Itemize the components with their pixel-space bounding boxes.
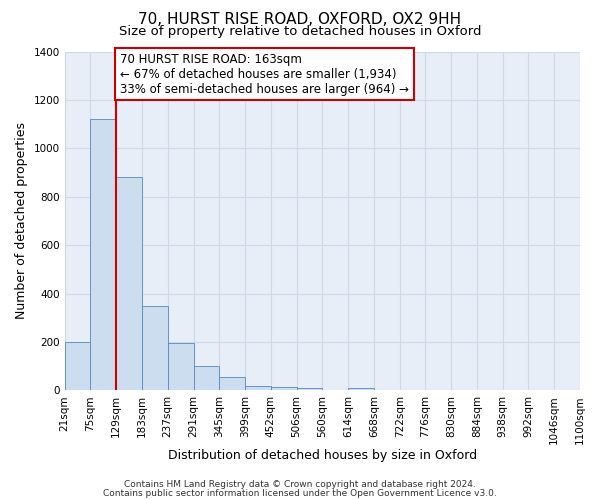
Bar [296, 388, 322, 390]
Bar [142, 306, 168, 390]
Text: 70, HURST RISE ROAD, OXFORD, OX2 9HH: 70, HURST RISE ROAD, OXFORD, OX2 9HH [139, 12, 461, 28]
Bar [271, 387, 296, 390]
Bar [193, 366, 219, 390]
Bar [91, 120, 116, 390]
Bar [348, 388, 374, 390]
Text: 70 HURST RISE ROAD: 163sqm
← 67% of detached houses are smaller (1,934)
33% of s: 70 HURST RISE ROAD: 163sqm ← 67% of deta… [120, 52, 409, 96]
Bar [219, 377, 245, 390]
Bar [116, 178, 142, 390]
Text: Size of property relative to detached houses in Oxford: Size of property relative to detached ho… [119, 25, 481, 38]
Bar [168, 343, 193, 390]
Bar [65, 342, 91, 390]
Bar [245, 386, 271, 390]
X-axis label: Distribution of detached houses by size in Oxford: Distribution of detached houses by size … [168, 450, 477, 462]
Text: Contains HM Land Registry data © Crown copyright and database right 2024.: Contains HM Land Registry data © Crown c… [124, 480, 476, 489]
Text: Contains public sector information licensed under the Open Government Licence v3: Contains public sector information licen… [103, 489, 497, 498]
Y-axis label: Number of detached properties: Number of detached properties [15, 122, 28, 320]
